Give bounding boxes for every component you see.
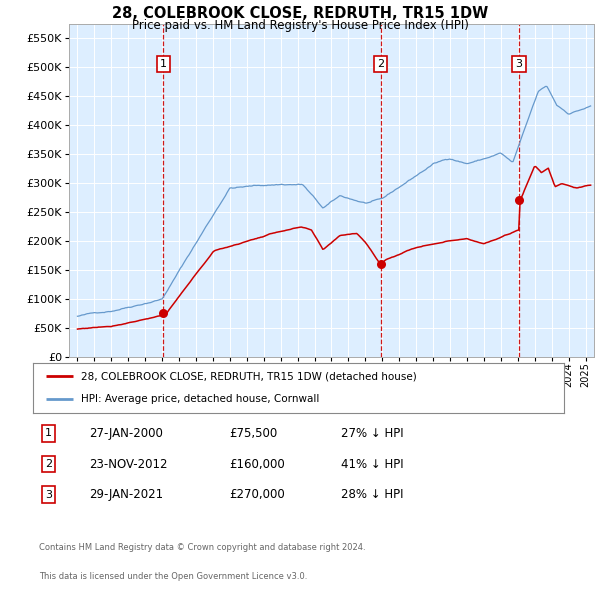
Text: Contains HM Land Registry data © Crown copyright and database right 2024.: Contains HM Land Registry data © Crown c…	[39, 543, 365, 552]
Text: 27-JAN-2000: 27-JAN-2000	[89, 427, 163, 440]
Text: 23-NOV-2012: 23-NOV-2012	[89, 457, 167, 471]
Text: 2: 2	[377, 59, 384, 69]
Text: 29-JAN-2021: 29-JAN-2021	[89, 488, 163, 501]
Text: 3: 3	[515, 59, 523, 69]
Text: 27% ↓ HPI: 27% ↓ HPI	[341, 427, 404, 440]
Text: 1: 1	[160, 59, 167, 69]
Text: 1: 1	[45, 428, 52, 438]
Text: £160,000: £160,000	[229, 457, 285, 471]
Text: This data is licensed under the Open Government Licence v3.0.: This data is licensed under the Open Gov…	[39, 572, 307, 581]
Text: £75,500: £75,500	[229, 427, 278, 440]
Text: HPI: Average price, detached house, Cornwall: HPI: Average price, detached house, Corn…	[81, 395, 319, 405]
Text: 28, COLEBROOK CLOSE, REDRUTH, TR15 1DW (detached house): 28, COLEBROOK CLOSE, REDRUTH, TR15 1DW (…	[81, 371, 416, 381]
Text: 3: 3	[45, 490, 52, 500]
Text: 28, COLEBROOK CLOSE, REDRUTH, TR15 1DW: 28, COLEBROOK CLOSE, REDRUTH, TR15 1DW	[112, 6, 488, 21]
Text: £270,000: £270,000	[229, 488, 285, 501]
Text: 28% ↓ HPI: 28% ↓ HPI	[341, 488, 403, 501]
Text: 2: 2	[45, 459, 52, 469]
Text: Price paid vs. HM Land Registry's House Price Index (HPI): Price paid vs. HM Land Registry's House …	[131, 19, 469, 32]
Text: 41% ↓ HPI: 41% ↓ HPI	[341, 457, 404, 471]
